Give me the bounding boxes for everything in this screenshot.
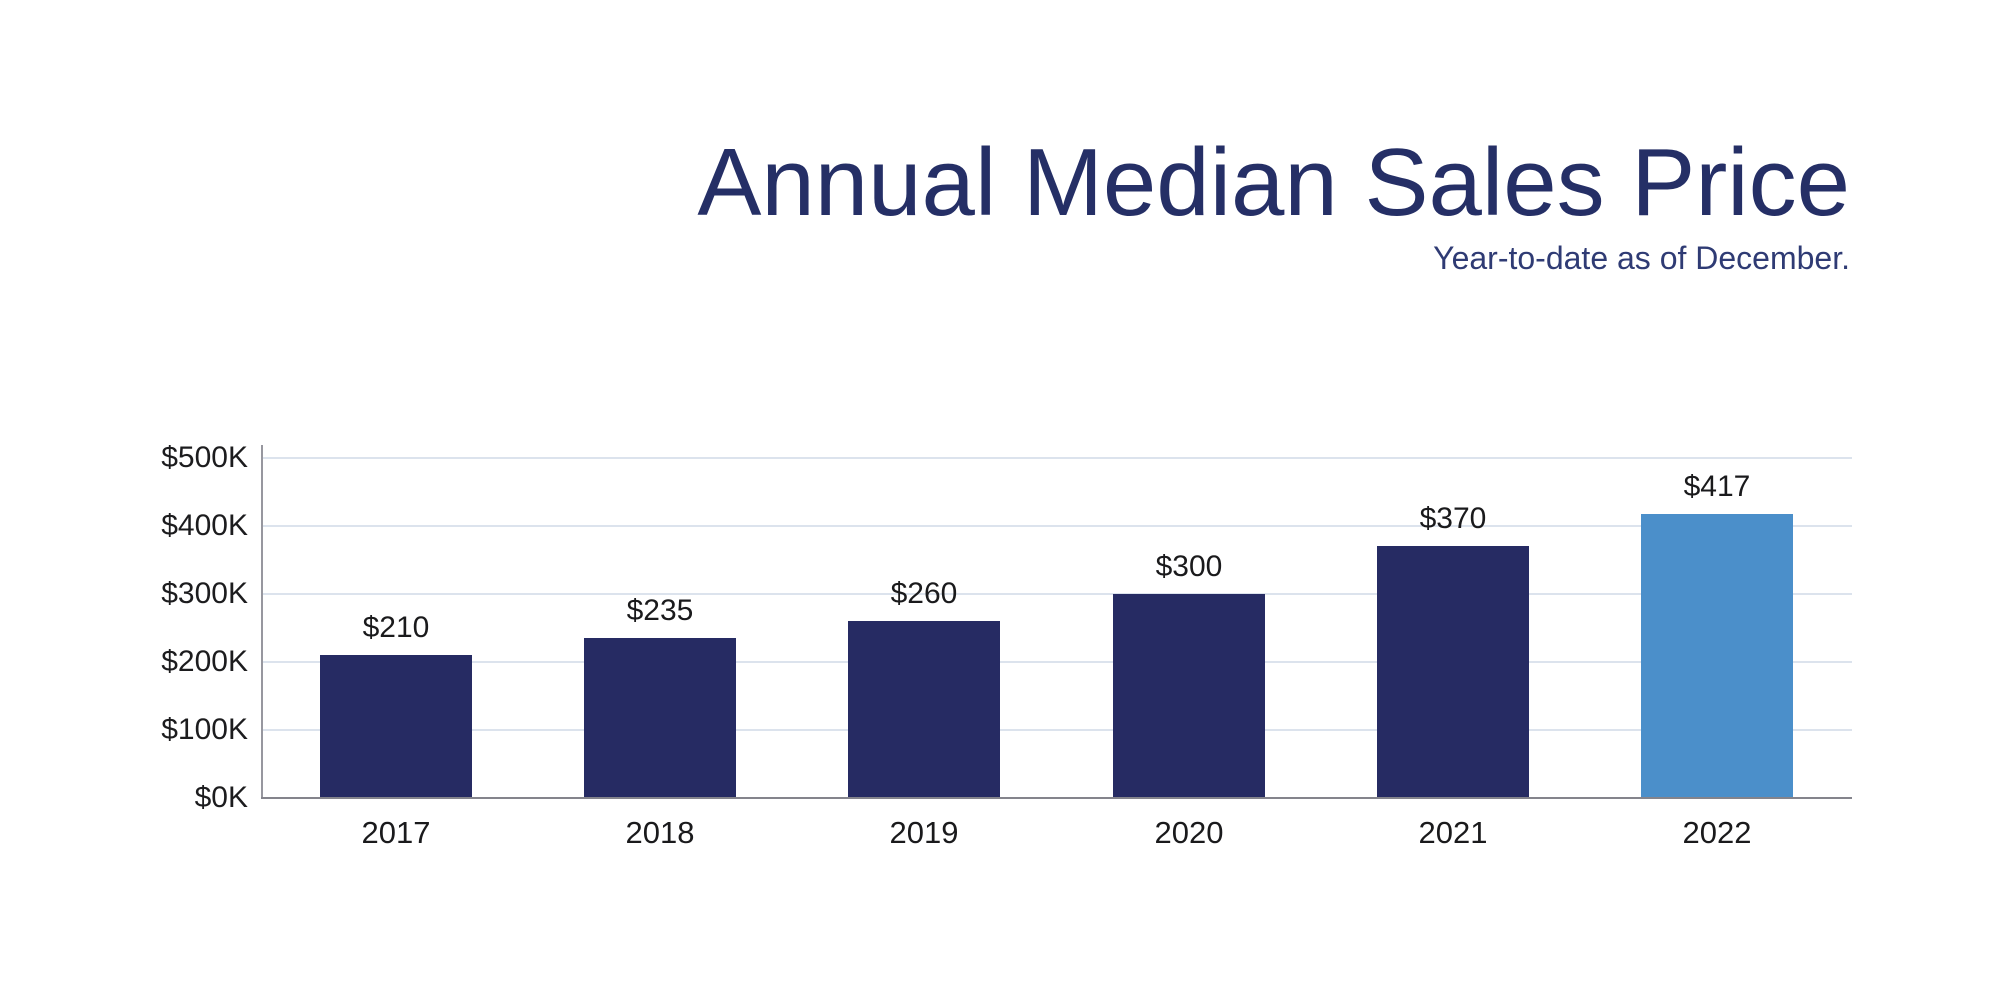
y-axis-tick-label: $200K — [161, 645, 248, 678]
y-axis-line — [261, 445, 263, 799]
y-axis-tick-label: $100K — [161, 713, 248, 746]
bar-value-label: $260 — [890, 577, 958, 610]
x-axis-tick-label: 2018 — [625, 815, 695, 850]
bar-2021 — [1377, 546, 1529, 797]
y-axis-tick-label: $0K — [194, 781, 248, 814]
bar-value-label: $210 — [362, 611, 430, 644]
chart-title: Annual Median Sales Price — [697, 129, 1850, 236]
bar-2020 — [1113, 594, 1265, 798]
bar-value-label: $235 — [626, 594, 694, 627]
bar-value-label: $417 — [1683, 470, 1751, 503]
bar-2022 — [1641, 514, 1793, 797]
chart-subtitle: Year-to-date as of December. — [1433, 240, 1850, 276]
x-axis-tick-label: 2022 — [1682, 815, 1752, 850]
y-axis-tick-label: $300K — [161, 577, 248, 610]
x-axis-tick-label: 2017 — [361, 815, 431, 850]
x-axis-tick-label: 2019 — [889, 815, 959, 850]
x-axis-tick-label: 2021 — [1418, 815, 1488, 850]
gridline — [263, 593, 1852, 595]
bar-2017 — [320, 655, 472, 798]
x-axis-line — [261, 797, 1852, 799]
gridline — [263, 525, 1852, 527]
bar-value-label: $370 — [1419, 502, 1487, 535]
x-axis-tick-label: 2020 — [1154, 815, 1224, 850]
gridline — [263, 661, 1852, 663]
gridline — [263, 729, 1852, 731]
gridline — [263, 457, 1852, 459]
bar-value-label: $300 — [1155, 550, 1223, 583]
bar-2019 — [848, 621, 1000, 798]
bar-2018 — [584, 638, 736, 798]
y-axis-tick-label: $500K — [161, 441, 248, 474]
y-axis-tick-label: $400K — [161, 509, 248, 542]
